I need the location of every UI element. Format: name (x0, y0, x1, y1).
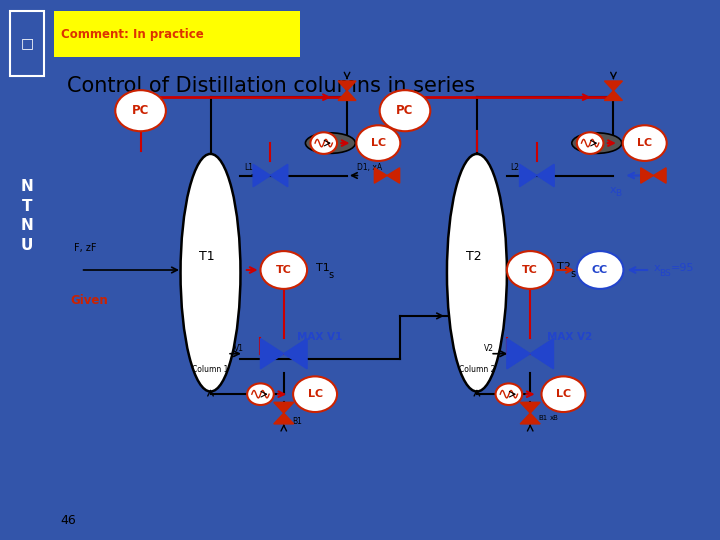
Text: LC: LC (637, 138, 652, 148)
Polygon shape (274, 413, 294, 424)
Text: V1: V1 (234, 344, 244, 353)
Circle shape (261, 251, 307, 289)
Text: s: s (328, 271, 333, 280)
Circle shape (247, 383, 274, 405)
Polygon shape (274, 402, 294, 413)
Text: L2: L2 (510, 163, 519, 172)
Circle shape (577, 132, 603, 154)
Ellipse shape (181, 154, 240, 392)
Text: Comment: In practice: Comment: In practice (60, 28, 204, 40)
Polygon shape (253, 164, 271, 187)
Text: F, zF: F, zF (74, 242, 96, 253)
Text: 46: 46 (60, 514, 76, 526)
Text: xB: xB (550, 415, 559, 421)
Polygon shape (605, 91, 622, 100)
Text: N
T
N
U: N T N U (21, 179, 33, 253)
Circle shape (541, 376, 585, 412)
Ellipse shape (305, 133, 356, 153)
Text: PC: PC (132, 104, 149, 117)
Text: B: B (616, 190, 621, 198)
Text: TC: TC (276, 265, 292, 275)
Text: V2: V2 (484, 344, 494, 353)
Polygon shape (530, 339, 554, 369)
Polygon shape (521, 402, 540, 413)
Circle shape (507, 251, 554, 289)
Polygon shape (641, 168, 654, 183)
Text: Control of Distillation columns in series: Control of Distillation columns in serie… (68, 76, 475, 96)
Text: =95: =95 (671, 264, 694, 273)
Text: TC: TC (522, 265, 538, 275)
Text: L1: L1 (244, 163, 253, 172)
Circle shape (379, 90, 431, 131)
Polygon shape (374, 168, 387, 183)
Polygon shape (605, 81, 622, 91)
Polygon shape (520, 164, 537, 187)
Text: Column 1: Column 1 (192, 364, 229, 374)
Text: T2: T2 (466, 250, 482, 263)
Circle shape (623, 125, 667, 161)
Text: x: x (654, 264, 660, 273)
Text: s: s (570, 269, 575, 279)
Polygon shape (521, 413, 540, 424)
Text: D2, xB: D2, xB (583, 133, 606, 139)
Text: LC: LC (307, 389, 323, 399)
Text: LC: LC (371, 138, 386, 148)
Polygon shape (537, 164, 554, 187)
Polygon shape (271, 164, 288, 187)
Ellipse shape (572, 133, 622, 153)
Text: B1: B1 (539, 415, 548, 421)
Polygon shape (387, 168, 400, 183)
FancyBboxPatch shape (54, 11, 300, 57)
Text: T2: T2 (557, 262, 571, 272)
Text: □: □ (20, 36, 34, 50)
Text: CC: CC (592, 265, 608, 275)
Polygon shape (338, 91, 356, 100)
Text: MAX V1: MAX V1 (297, 333, 342, 342)
Polygon shape (507, 339, 530, 369)
Text: Given: Given (71, 294, 109, 307)
Circle shape (310, 132, 337, 154)
Text: D1, xA: D1, xA (357, 163, 382, 172)
Circle shape (577, 251, 624, 289)
Text: LC: LC (556, 389, 571, 399)
Text: B1: B1 (292, 417, 302, 426)
Text: PC: PC (396, 104, 414, 117)
Circle shape (115, 90, 166, 131)
Circle shape (293, 376, 337, 412)
Circle shape (356, 125, 400, 161)
Text: BS: BS (660, 269, 671, 278)
Circle shape (495, 383, 522, 405)
Polygon shape (654, 168, 666, 183)
Polygon shape (284, 339, 307, 369)
Text: Column 2: Column 2 (459, 364, 495, 374)
Ellipse shape (447, 154, 507, 392)
Polygon shape (261, 339, 284, 369)
Text: T1: T1 (199, 250, 215, 263)
Text: MAX V2: MAX V2 (547, 333, 592, 342)
Polygon shape (338, 81, 356, 91)
Text: x: x (610, 185, 617, 195)
Text: T1: T1 (316, 264, 330, 273)
